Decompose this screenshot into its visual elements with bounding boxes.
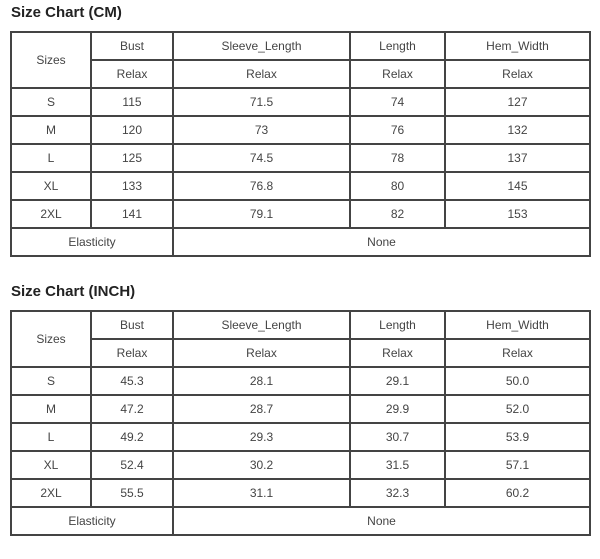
fit-label: Relax bbox=[172, 59, 351, 89]
value-cell: 31.1 bbox=[172, 478, 351, 508]
column-header: Sleeve_Length bbox=[172, 310, 351, 340]
elasticity-label: Elasticity bbox=[10, 227, 174, 257]
value-cell: 76 bbox=[349, 115, 446, 145]
size-cell: XL bbox=[10, 171, 92, 201]
size-cell: 2XL bbox=[10, 199, 92, 229]
fit-label: Relax bbox=[349, 338, 446, 368]
table-row: XL 52.4 30.2 31.5 57.1 bbox=[10, 450, 591, 480]
value-cell: 29.1 bbox=[349, 366, 446, 396]
size-chart-inch-title: Size Chart (INCH) bbox=[11, 283, 136, 300]
value-cell: 115 bbox=[90, 87, 174, 117]
fit-label: Relax bbox=[349, 59, 446, 89]
value-cell: 31.5 bbox=[349, 450, 446, 480]
value-cell: 29.3 bbox=[172, 422, 351, 452]
fit-label: Relax bbox=[444, 338, 591, 368]
value-cell: 78 bbox=[349, 143, 446, 173]
value-cell: 57.1 bbox=[444, 450, 591, 480]
sizes-header: Sizes bbox=[10, 310, 92, 368]
size-chart-cm-table: Sizes Bust Sleeve_Length Length Hem_Width Rel… bbox=[10, 31, 591, 257]
column-header: Hem_Width bbox=[444, 31, 591, 61]
value-cell: 53.9 bbox=[444, 422, 591, 452]
size-chart-inch-table: Sizes Bust Sleeve_Length Length Hem_Width Rel… bbox=[10, 310, 591, 536]
table-row: M 47.2 28.7 29.9 52.0 bbox=[10, 394, 591, 424]
size-chart-cm-title: Size Chart (CM) bbox=[11, 4, 122, 21]
value-cell: 120 bbox=[90, 115, 174, 145]
table-row: XL 133 76.8 80 145 bbox=[10, 171, 591, 201]
value-cell: 145 bbox=[444, 171, 591, 201]
table-row: S 45.3 28.1 29.1 50.0 bbox=[10, 366, 591, 396]
size-cell: M bbox=[10, 115, 92, 145]
value-cell: 50.0 bbox=[444, 366, 591, 396]
value-cell: 79.1 bbox=[172, 199, 351, 229]
value-cell: 60.2 bbox=[444, 478, 591, 508]
fit-label: Relax bbox=[90, 59, 174, 89]
sizes-header: Sizes bbox=[10, 31, 92, 89]
value-cell: 52.0 bbox=[444, 394, 591, 424]
value-cell: 30.7 bbox=[349, 422, 446, 452]
fit-label: Relax bbox=[90, 338, 174, 368]
size-cell: 2XL bbox=[10, 478, 92, 508]
value-cell: 125 bbox=[90, 143, 174, 173]
column-header: Bust bbox=[90, 31, 174, 61]
value-cell: 45.3 bbox=[90, 366, 174, 396]
fit-label: Relax bbox=[444, 59, 591, 89]
value-cell: 55.5 bbox=[90, 478, 174, 508]
size-cell: S bbox=[10, 87, 92, 117]
column-header: Hem_Width bbox=[444, 310, 591, 340]
value-cell: 52.4 bbox=[90, 450, 174, 480]
table-row: 2XL 141 79.1 82 153 bbox=[10, 199, 591, 229]
column-header: Sleeve_Length bbox=[172, 31, 351, 61]
table-row: S 115 71.5 74 127 bbox=[10, 87, 591, 117]
table-row: 2XL 55.5 31.1 32.3 60.2 bbox=[10, 478, 591, 508]
value-cell: 28.1 bbox=[172, 366, 351, 396]
value-cell: 49.2 bbox=[90, 422, 174, 452]
value-cell: 28.7 bbox=[172, 394, 351, 424]
value-cell: 73 bbox=[172, 115, 351, 145]
elasticity-row: Elasticity None bbox=[10, 227, 591, 257]
fit-row: Relax Relax Relax Relax bbox=[11, 59, 591, 89]
size-cell: S bbox=[10, 366, 92, 396]
header-row: Sizes Bust Sleeve_Length Length Hem_Width bbox=[10, 310, 591, 368]
elasticity-value: None bbox=[172, 506, 591, 536]
column-header: Length bbox=[349, 31, 446, 61]
fit-row: Relax Relax Relax Relax bbox=[11, 338, 591, 368]
table-row: L 49.2 29.3 30.7 53.9 bbox=[10, 422, 591, 452]
value-cell: 141 bbox=[90, 199, 174, 229]
size-cell: L bbox=[10, 422, 92, 452]
value-cell: 71.5 bbox=[172, 87, 351, 117]
value-cell: 29.9 bbox=[349, 394, 446, 424]
value-cell: 74 bbox=[349, 87, 446, 117]
value-cell: 133 bbox=[90, 171, 174, 201]
table-row: M 120 73 76 132 bbox=[10, 115, 591, 145]
value-cell: 47.2 bbox=[90, 394, 174, 424]
value-cell: 82 bbox=[349, 199, 446, 229]
value-cell: 30.2 bbox=[172, 450, 351, 480]
value-cell: 127 bbox=[444, 87, 591, 117]
value-cell: 80 bbox=[349, 171, 446, 201]
elasticity-label: Elasticity bbox=[10, 506, 174, 536]
value-cell: 32.3 bbox=[349, 478, 446, 508]
table-row: L 125 74.5 78 137 bbox=[10, 143, 591, 173]
value-cell: 132 bbox=[444, 115, 591, 145]
value-cell: 153 bbox=[444, 199, 591, 229]
header-row: Sizes Bust Sleeve_Length Length Hem_Width bbox=[10, 31, 591, 89]
elasticity-row: Elasticity None bbox=[10, 506, 591, 536]
value-cell: 76.8 bbox=[172, 171, 351, 201]
elasticity-value: None bbox=[172, 227, 591, 257]
column-header: Length bbox=[349, 310, 446, 340]
size-cell: M bbox=[10, 394, 92, 424]
value-cell: 137 bbox=[444, 143, 591, 173]
fit-label: Relax bbox=[172, 338, 351, 368]
value-cell: 74.5 bbox=[172, 143, 351, 173]
size-cell: L bbox=[10, 143, 92, 173]
size-cell: XL bbox=[10, 450, 92, 480]
column-header: Bust bbox=[90, 310, 174, 340]
